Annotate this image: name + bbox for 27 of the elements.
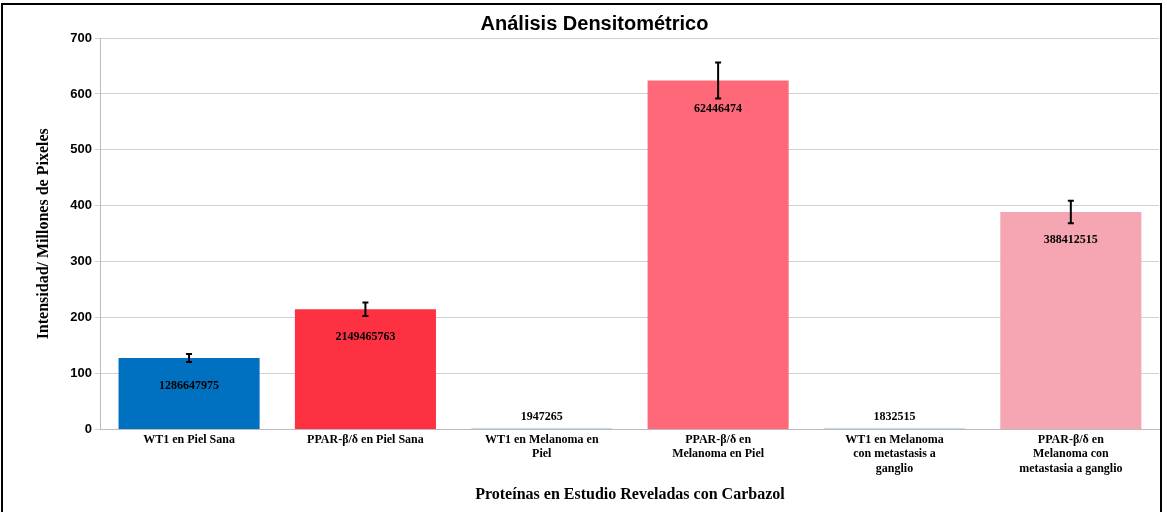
y-tick-label: 300 [70, 253, 92, 269]
annotation: 388412515 [1043, 232, 1098, 247]
annotation: 1947265 [520, 408, 563, 423]
x-axis-title: Proteínas en Estudio Reveladas con Carbazol [475, 484, 786, 502]
annotation: 62446474 [694, 100, 743, 115]
y-tick-label: 200 [70, 309, 92, 325]
y-tick-label: 700 [70, 29, 92, 45]
y-tick-label: 500 [70, 141, 92, 157]
y-tick-label: 600 [70, 85, 92, 101]
y-axis-title: Intensidad/ Millones de Pixeles [33, 128, 51, 340]
annotation: 2149465763 [335, 329, 396, 344]
x-tick-label: PPAR-β/δ en Melanoma con metastasia a ganglio [1019, 431, 1123, 475]
bar [294, 309, 436, 430]
y-tick-label: 100 [70, 365, 92, 381]
x-tick-label: PPAR-β/δ en Melanoma en Piel [672, 431, 765, 461]
bar [118, 357, 260, 430]
bar [647, 80, 789, 430]
x-tick-label: WT1 en Melanoma en Piel [484, 431, 599, 461]
chart-title: Análisis Densitométrico [480, 11, 709, 34]
bar [1000, 211, 1142, 430]
x-tick-label: PPAR-β/δ en Piel Sana [307, 431, 424, 446]
annotation: 1286647975 [159, 378, 220, 393]
y-tick-label: 400 [70, 197, 92, 213]
x-tick-label: WT1 en Piel Sana [143, 431, 235, 446]
y-tick-label: 0 [84, 421, 92, 437]
annotation: 1832515 [873, 408, 916, 423]
x-tick-label: WT1 en Melanoma con metastasis a ganglio [845, 431, 944, 475]
